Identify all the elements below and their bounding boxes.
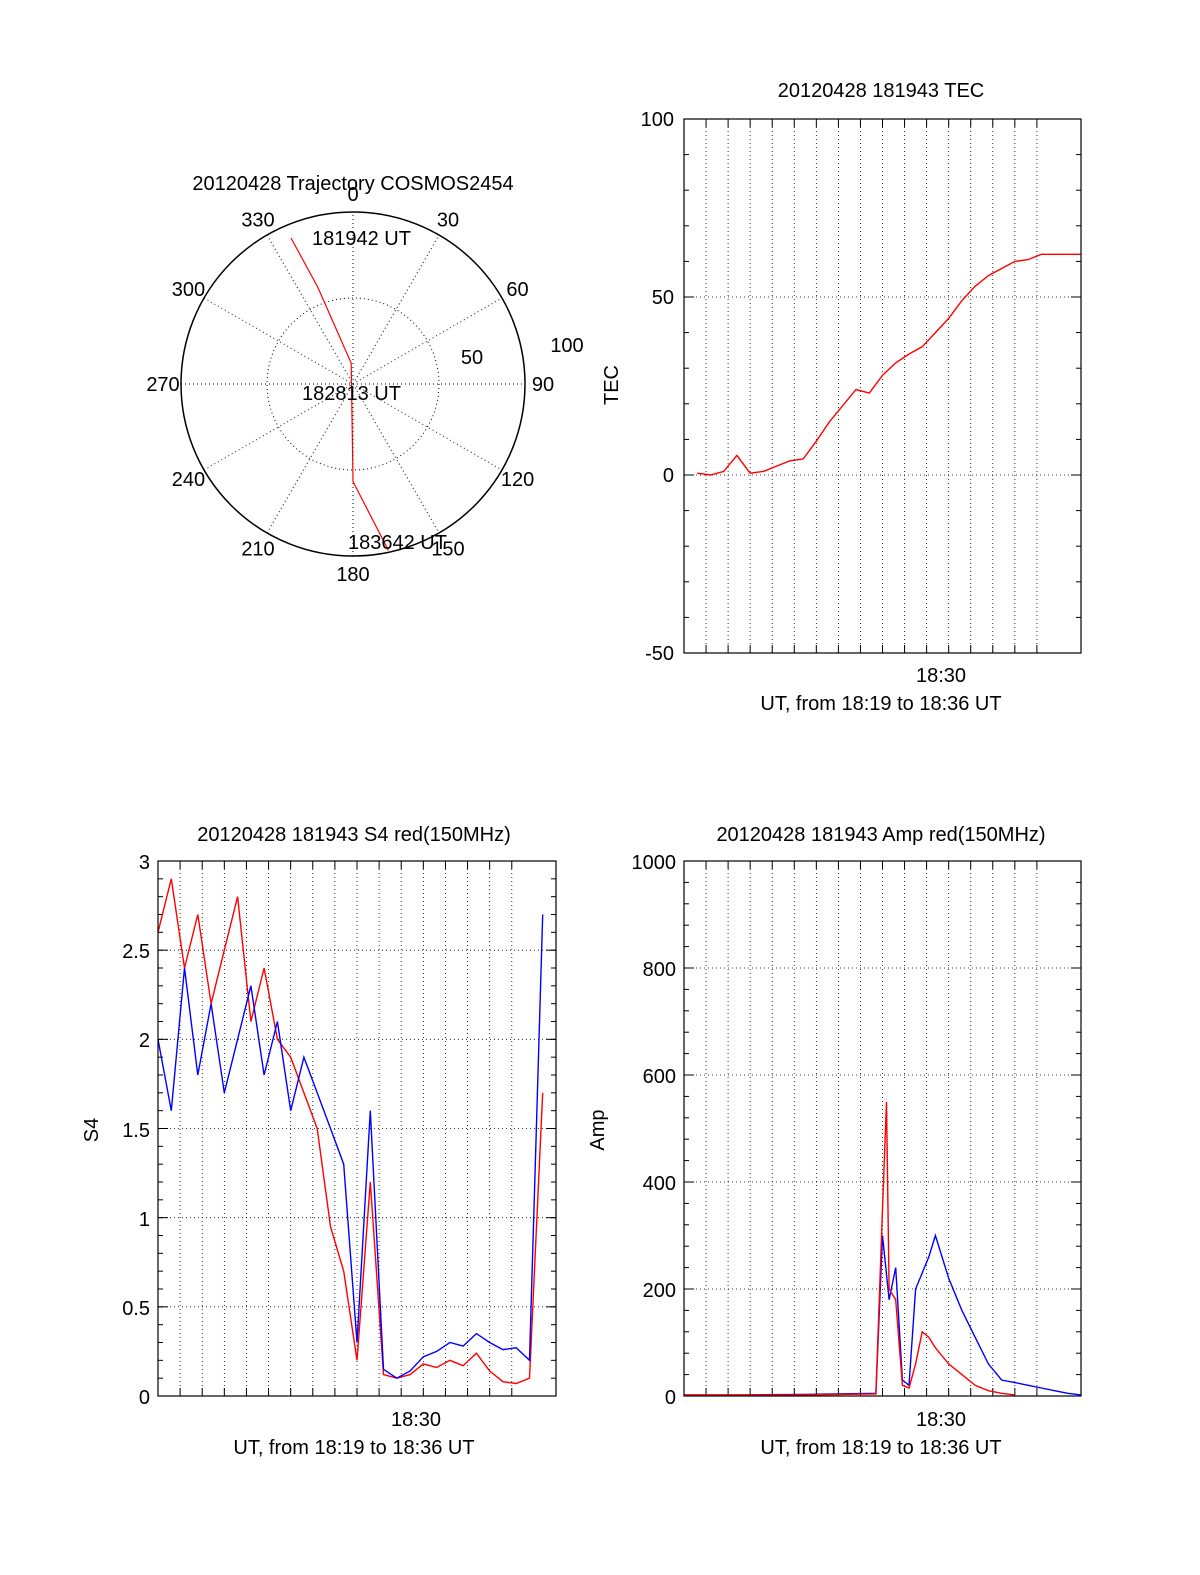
amp-series-line — [684, 1233, 1082, 1396]
amp-ytick-label: 400 — [643, 1173, 676, 1195]
amp-ytick-label: 0 — [665, 1387, 676, 1409]
tec-ytick-label: 100 — [641, 109, 674, 131]
polar-azimuth-label: 300 — [172, 279, 205, 301]
s4-ytick-label: 1.5 — [122, 1120, 150, 1142]
polar-azimuth-label: 180 — [336, 564, 369, 586]
polar-title: 20120428 Trajectory COSMOS2454 — [192, 173, 513, 195]
s4-ytick-label: 2 — [139, 1030, 150, 1052]
amp-xlabel: UT, from 18:19 to 18:36 UT — [760, 1437, 1001, 1459]
s4-xtick-label: 18:30 — [391, 1409, 441, 1431]
s4-xlabel: UT, from 18:19 to 18:36 UT — [233, 1437, 474, 1459]
amp-ytick-label: 200 — [643, 1280, 676, 1302]
amp-ytick-label: 600 — [643, 1066, 676, 1088]
tec-xlabel: UT, from 18:19 to 18:36 UT — [760, 693, 1001, 715]
polar-azimuth-label: 60 — [506, 279, 528, 301]
polar-radial-label-100: 100 — [550, 335, 583, 357]
amp-plot-frame — [683, 860, 1082, 1397]
s4-title: 20120428 181943 S4 red(150MHz) — [197, 824, 511, 846]
polar-azimuth-labels: 0 30 60 90 120 150 180 210 240 270 300 330 — [146, 184, 554, 586]
s4-ytick-label: 1 — [139, 1209, 150, 1231]
amp-xtick-label: 18:30 — [916, 1409, 966, 1431]
polar-azimuth-label: 90 — [532, 374, 554, 396]
s4-ytick-label: 2.5 — [122, 941, 150, 963]
polar-azimuth-label: 120 — [501, 469, 534, 491]
amp-ylabel: Amp — [587, 1109, 609, 1150]
polar-spokes — [181, 212, 525, 556]
polar-annotation-end: 183642 UT — [348, 532, 447, 554]
amp-ytick-label: 1000 — [632, 852, 677, 874]
s4-ytick-label: 3 — [139, 852, 150, 874]
polar-spoke — [266, 234, 440, 534]
s4-ytick-label: 0.5 — [122, 1298, 150, 1320]
tec-title: 20120428 181943 TEC — [778, 80, 984, 102]
tec-ytick-label: 0 — [663, 465, 674, 487]
amp-series-line — [684, 1101, 1015, 1396]
polar-trajectory-line — [290, 237, 389, 551]
tec-ylabel: TEC — [601, 365, 623, 405]
polar-azimuth-label: 30 — [437, 209, 459, 231]
s4-ytick-label: 0 — [139, 1387, 150, 1409]
polar-annotation-start: 181942 UT — [312, 228, 411, 250]
polar-azimuth-label: 150 — [431, 539, 464, 561]
polar-annotation-mid: 182813 UT — [302, 383, 401, 405]
tec-plot-frame — [683, 118, 1082, 654]
polar-azimuth-label: 210 — [241, 539, 274, 561]
tec-xtick-label: 18:30 — [916, 665, 966, 687]
tec-ytick-label: 50 — [652, 287, 674, 309]
polar-radial-label-50: 50 — [461, 347, 483, 369]
polar-azimuth-label: 0 — [347, 184, 358, 206]
amp-ytick-label: 800 — [643, 959, 676, 981]
tec-panel: 20120428 181943 TEC TEC 18:30 UT, from 1… — [601, 80, 1082, 715]
s4-ylabel: S4 — [81, 1118, 103, 1142]
amp-panel: 20120428 181943 Amp red(150MHz) Amp 18:3… — [587, 824, 1082, 1459]
polar-azimuth-label: 270 — [146, 374, 179, 396]
polar-inner-ring — [266, 297, 440, 471]
s4-series-line — [157, 878, 544, 1385]
tec-ytick-label: -50 — [645, 643, 674, 665]
polar-azimuth-label: 330 — [241, 209, 274, 231]
s4-panel: 20120428 181943 S4 red(150MHz) S4 18:30 … — [81, 824, 557, 1459]
amp-title: 20120428 181943 Amp red(150MHz) — [716, 824, 1045, 846]
polar-azimuth-label: 240 — [172, 469, 205, 491]
polar-trajectory-panel: 20120428 Trajectory COSMOS2454 0 30 60 90 12… — [146, 173, 583, 586]
tec-series-line — [697, 253, 1081, 476]
s4-series-line — [157, 914, 544, 1380]
s4-plot-frame — [157, 860, 557, 1397]
